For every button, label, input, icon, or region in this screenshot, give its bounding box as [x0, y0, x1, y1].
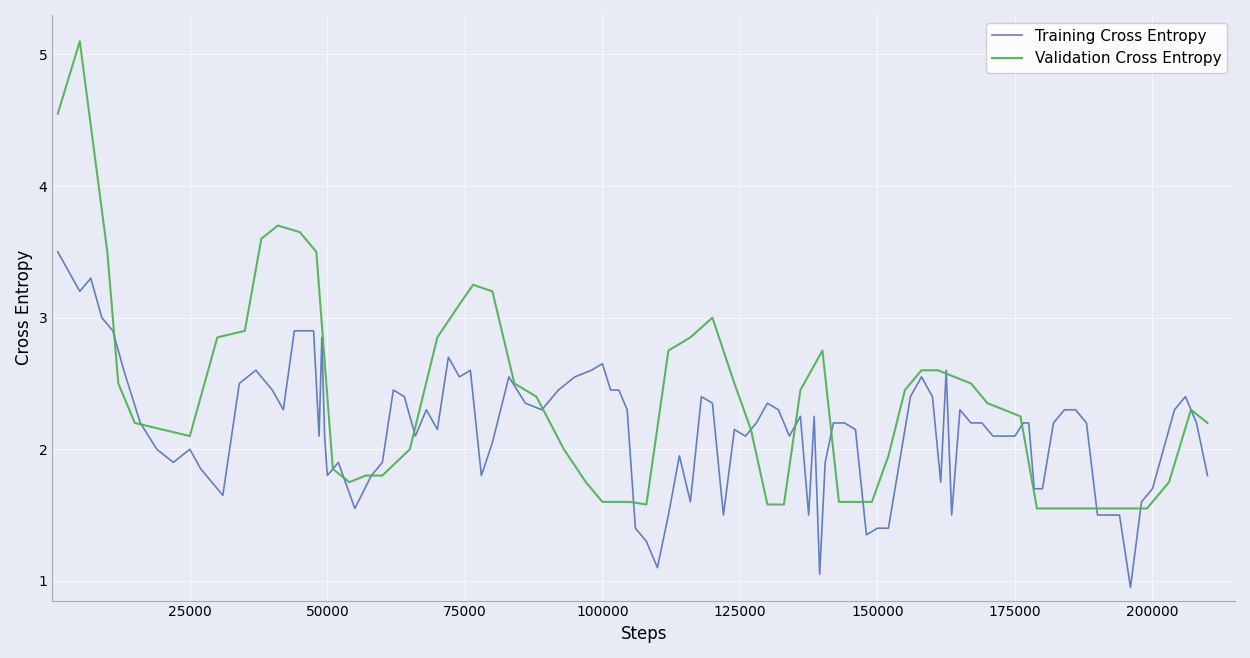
Training Cross Entropy: [1200, 472, 1215, 480]
Y-axis label: Cross Entropy: Cross Entropy: [15, 250, 32, 365]
Validation Cross Entropy: [465, 281, 480, 289]
Validation Cross Entropy: [292, 228, 308, 236]
Training Cross Entropy: [50, 248, 65, 256]
Training Cross Entropy: [985, 432, 1000, 440]
Validation Cross Entropy: [485, 288, 500, 295]
Training Cross Entropy: [419, 406, 434, 414]
Line: Training Cross Entropy: Training Cross Entropy: [58, 252, 1208, 588]
Training Cross Entropy: [1134, 498, 1149, 506]
Training Cross Entropy: [892, 459, 908, 467]
Validation Cross Entropy: [815, 347, 830, 355]
Validation Cross Entropy: [375, 472, 390, 480]
Validation Cross Entropy: [1030, 505, 1045, 513]
Training Cross Entropy: [1068, 406, 1082, 414]
Validation Cross Entropy: [50, 110, 65, 118]
Validation Cross Entropy: [1200, 419, 1215, 427]
Legend: Training Cross Entropy, Validation Cross Entropy: Training Cross Entropy, Validation Cross…: [986, 22, 1228, 72]
Line: Validation Cross Entropy: Validation Cross Entropy: [58, 41, 1208, 509]
X-axis label: Steps: Steps: [620, 625, 668, 643]
Training Cross Entropy: [1122, 584, 1138, 592]
Validation Cross Entropy: [72, 38, 88, 45]
Training Cross Entropy: [939, 367, 954, 374]
Validation Cross Entropy: [430, 334, 445, 342]
